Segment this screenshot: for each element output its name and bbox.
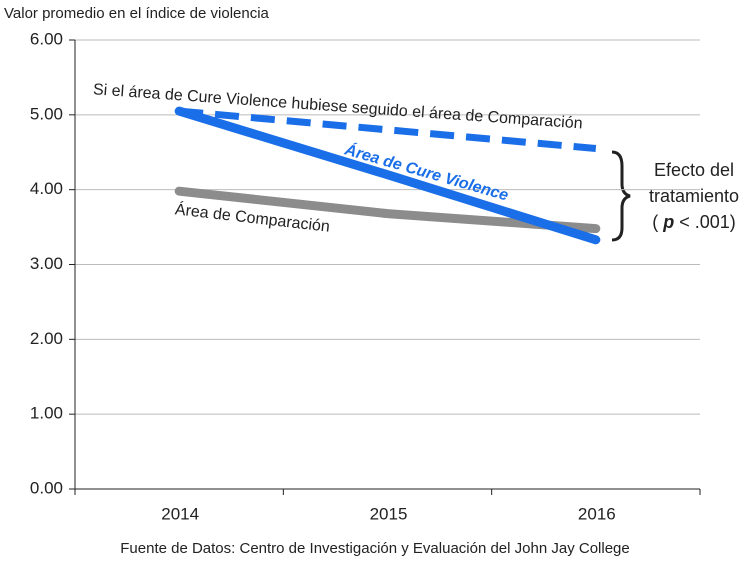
brace — [611, 150, 631, 242]
annotation: ( — [652, 212, 658, 232]
chart-title: Valor promedio en el índice de violencia — [4, 5, 270, 22]
y-tick-label: 5.00 — [30, 104, 63, 123]
series-line — [174, 186, 601, 234]
x-tick-label: 2014 — [161, 504, 199, 523]
series-line — [174, 106, 601, 245]
y-tick-label: 2.00 — [30, 329, 63, 348]
y-tick-label: 0.00 — [30, 478, 63, 497]
y-tick-label: 3.00 — [30, 254, 63, 273]
x-tick-label: 2015 — [370, 504, 408, 523]
annotation: Efecto del — [654, 160, 734, 180]
y-tick-label: 6.00 — [30, 29, 63, 48]
annotation: ( p < .001) — [652, 212, 736, 232]
y-tick-label: 4.00 — [30, 179, 63, 198]
x-tick-label: 2016 — [578, 504, 616, 523]
y-tick-label: 1.00 — [30, 404, 63, 423]
annotation: p — [662, 212, 674, 232]
source: Fuente de Datos: Centro de Investigación… — [120, 540, 629, 557]
annotation: tratamiento — [649, 186, 739, 206]
annotation: < .001) — [679, 212, 736, 232]
